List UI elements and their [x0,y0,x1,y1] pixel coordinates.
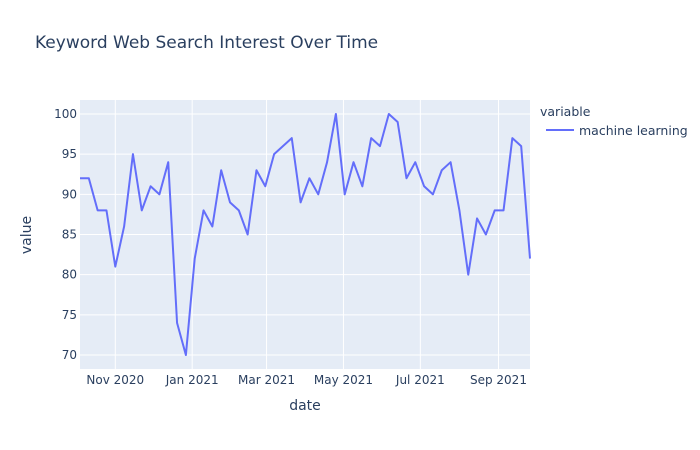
y-axis-ticks: 70 75 80 85 90 95 100 [54,107,77,362]
y-tick-label: 80 [62,268,77,282]
legend-title: variable [540,104,591,119]
series-line-machine-learning[interactable] [80,112,531,357]
x-tick-label: Jan 2021 [165,373,219,387]
x-tick-label: Sep 2021 [470,373,527,387]
legend-item-machine-learning[interactable]: machine learning [546,123,688,138]
y-axis-title: value [19,216,35,254]
x-tick-label: Jul 2021 [395,373,445,387]
y-tick-label: 85 [62,228,77,242]
x-axis-title: date [289,398,321,414]
y-tick-label: 95 [62,147,77,161]
x-tick-label: Mar 2021 [238,373,295,387]
x-tick-label: May 2021 [314,373,373,387]
legend-item-label: machine learning [579,123,688,138]
y-tick-label: 70 [62,348,77,362]
y-tick-label: 90 [62,187,77,201]
x-gridlines [114,100,499,369]
x-axis-ticks: Nov 2020 Jan 2021 Mar 2021 May 2021 Jul 2021… [86,373,527,387]
y-tick-label: 75 [62,308,77,322]
legend: variable machine learning [540,104,688,138]
x-tick-label: Nov 2020 [86,373,144,387]
y-gridlines [80,113,530,356]
y-tick-label: 100 [54,107,77,121]
chart-title: Keyword Web Search Interest Over Time [35,33,379,53]
